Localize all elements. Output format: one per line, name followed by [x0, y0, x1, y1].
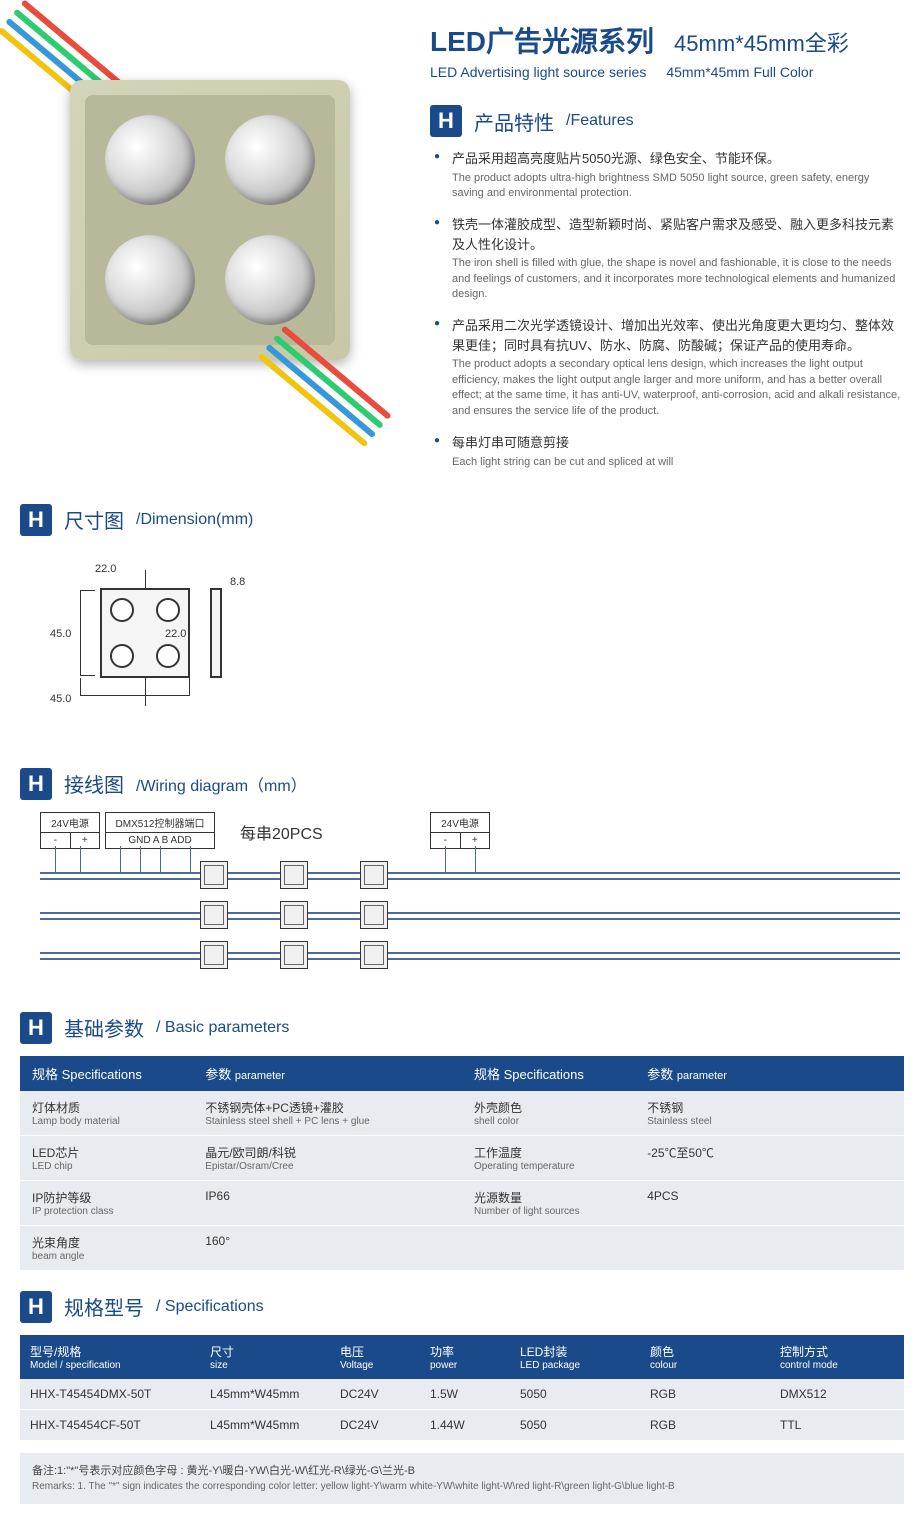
- wiring-module: [360, 861, 388, 889]
- h-badge-icon: H: [20, 1291, 52, 1323]
- product-info: LED广告光源系列 45mm*45mm全彩 LED Advertising li…: [430, 20, 904, 484]
- dimension-header: H 尺寸图 /Dimension(mm): [20, 504, 904, 536]
- spec-header-cell: 功率power: [420, 1335, 510, 1379]
- feature-item: 产品采用超高亮度贴片5050光源、绿色安全、节能环保。The product a…: [434, 149, 904, 201]
- params-header: H 基础参数 / Basic parameters: [20, 1012, 904, 1044]
- wiring-module: [200, 941, 228, 969]
- spec-header-cell: 颜色colour: [640, 1335, 770, 1379]
- remarks: 备注:1:"*"号表示对应颜色字母 : 黄光-Y\暖白-YW\白光-W\红光-R…: [20, 1453, 904, 1505]
- spec-header-cell: 型号/规格Model / specification: [20, 1335, 200, 1379]
- wiring-module: [200, 901, 228, 929]
- feature-item: 产品采用二次光学透镜设计、增加出光效率、使出光角度更大更均匀、整体效果更佳；同时…: [434, 316, 904, 419]
- wiring-module: [280, 941, 308, 969]
- specs-header: H 规格型号 / Specifications: [20, 1291, 904, 1323]
- h-badge-icon: H: [20, 1012, 52, 1044]
- title-size-en: 45mm*45mm Full Color: [666, 64, 813, 80]
- param-row: LED芯片LED chip 晶元/欧司朗/科锐Epistar/Osram/Cre…: [20, 1136, 904, 1181]
- h-badge-icon: H: [430, 105, 462, 137]
- wiring-qty: 每串20PCS: [240, 820, 323, 844]
- h-badge-icon: H: [20, 504, 52, 536]
- wiring-module: [280, 901, 308, 929]
- param-row: 灯体材质Lamp body material 不锈钢壳体+PC透镜+灌胶Stai…: [20, 1091, 904, 1136]
- spec-header-cell: 控制方式control mode: [770, 1335, 890, 1379]
- spec-table: 型号/规格Model / specification尺寸size电压Voltag…: [20, 1335, 904, 1441]
- product-image: [20, 20, 400, 400]
- spec-row: HHX-T45454DMX-50TL45mm*W45mmDC24V1.5W505…: [20, 1379, 904, 1410]
- led-module-render: [70, 80, 350, 360]
- feature-list: 产品采用超高亮度贴片5050光源、绿色安全、节能环保。The product a…: [430, 149, 904, 470]
- wiring-module: [360, 941, 388, 969]
- dimension-diagram: 22.0 45.0 45.0 22.0 8.8: [40, 548, 340, 748]
- top-section: LED广告光源系列 45mm*45mm全彩 LED Advertising li…: [20, 20, 904, 484]
- h-badge-icon: H: [20, 768, 52, 800]
- feature-item: 每串灯串可随意剪接Each light string can be cut an…: [434, 433, 904, 470]
- features-header: H 产品特性 /Features: [430, 105, 904, 137]
- spec-header-cell: 尺寸size: [200, 1335, 330, 1379]
- title-en: LED Advertising light source series: [430, 64, 646, 80]
- wiring-diagram: 24V电源 -+ DMX512控制器端口 GND A B ADD 24V电源 -…: [30, 812, 910, 992]
- spec-row: HHX-T45454CF-50TL45mm*W45mmDC24V1.44W505…: [20, 1410, 904, 1441]
- param-row: 光束角度beam angle 160°: [20, 1226, 904, 1271]
- param-row: IP防护等级IP protection class IP66 光源数量Numbe…: [20, 1181, 904, 1226]
- feature-item: 铁壳一体灌胶成型、造型新颖时尚、紧贴客户需求及感受、融入更多科技元素及人性化设计…: [434, 215, 904, 302]
- wiring-module: [360, 901, 388, 929]
- spec-header-cell: LED封装LED package: [510, 1335, 640, 1379]
- title-cn: LED广告光源系列: [430, 20, 654, 60]
- title-size-cn: 45mm*45mm全彩: [674, 26, 849, 58]
- wiring-header: H 接线图 /Wiring diagram（mm）: [20, 768, 904, 800]
- wiring-module: [280, 861, 308, 889]
- param-table: 规格 Specifications 参数 parameter 规格 Specif…: [20, 1056, 904, 1271]
- wiring-module: [200, 861, 228, 889]
- spec-header-cell: 电压Voltage: [330, 1335, 420, 1379]
